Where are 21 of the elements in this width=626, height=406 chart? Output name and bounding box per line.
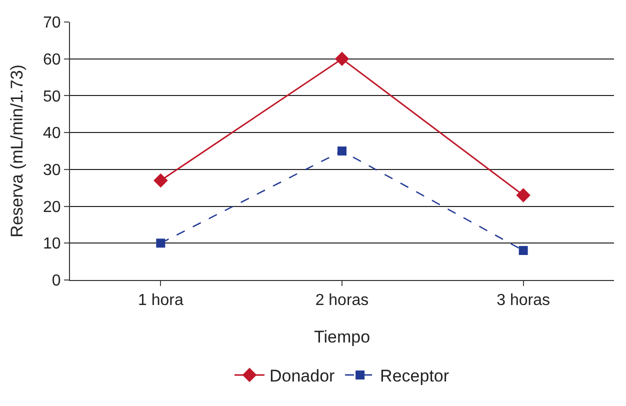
x-tick-label: 2 horas xyxy=(315,292,369,310)
y-tick-label: 10 xyxy=(43,236,61,253)
point xyxy=(334,52,350,66)
point xyxy=(518,246,528,256)
x-tick-label: 3 horas xyxy=(496,292,550,310)
y-tick-label: 50 xyxy=(43,88,61,106)
y-tick-label: 60 xyxy=(43,51,61,68)
y-tick-label: 30 xyxy=(43,162,61,180)
y-tick-label: 40 xyxy=(43,125,61,142)
point xyxy=(338,146,346,156)
legend-label: Donador xyxy=(270,366,336,386)
x-tick-label: 1 hora xyxy=(138,292,184,310)
y-tick-label: 70 xyxy=(43,14,61,32)
y-tick-label: 20 xyxy=(43,198,61,216)
x-axis-title: Tiempo xyxy=(314,328,370,347)
y-axis-title: Reserva (mL/min/1.73) xyxy=(8,64,27,238)
point xyxy=(156,238,166,248)
y-tick-label: 0 xyxy=(52,272,61,290)
point xyxy=(516,188,530,202)
point xyxy=(154,173,168,188)
legend-label: Receptor xyxy=(380,366,450,386)
